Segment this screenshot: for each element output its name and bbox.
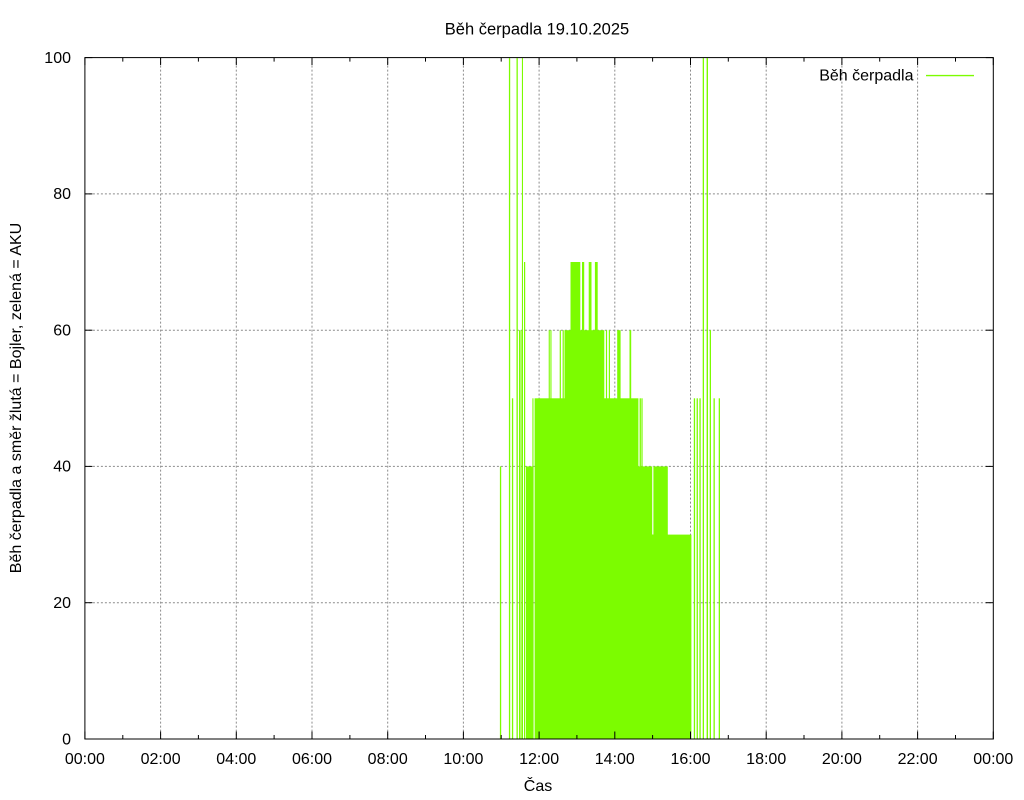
svg-text:0: 0 xyxy=(62,731,71,748)
svg-text:80: 80 xyxy=(53,186,71,203)
svg-text:12:00: 12:00 xyxy=(519,751,559,768)
svg-text:20: 20 xyxy=(53,595,71,612)
svg-text:00:00: 00:00 xyxy=(65,751,105,768)
svg-text:06:00: 06:00 xyxy=(292,751,332,768)
svg-text:40: 40 xyxy=(53,459,71,476)
svg-text:08:00: 08:00 xyxy=(368,751,408,768)
svg-text:Běh čerpadla: Běh čerpadla xyxy=(819,68,913,85)
svg-text:02:00: 02:00 xyxy=(141,751,181,768)
svg-text:14:00: 14:00 xyxy=(595,751,635,768)
svg-text:20:00: 20:00 xyxy=(822,751,862,768)
svg-text:100: 100 xyxy=(44,50,71,67)
svg-text:Běh čerpadla a směr žlutá = Bo: Běh čerpadla a směr žlutá = Bojler, zele… xyxy=(8,223,25,573)
svg-text:16:00: 16:00 xyxy=(670,751,710,768)
svg-text:04:00: 04:00 xyxy=(216,751,256,768)
svg-text:18:00: 18:00 xyxy=(746,751,786,768)
svg-text:00:00: 00:00 xyxy=(973,751,1013,768)
svg-text:Běh čerpadla 19.10.2025: Běh čerpadla 19.10.2025 xyxy=(445,21,629,39)
svg-text:22:00: 22:00 xyxy=(898,751,938,768)
svg-text:60: 60 xyxy=(53,323,71,340)
svg-text:Čas: Čas xyxy=(524,776,552,795)
svg-text:10:00: 10:00 xyxy=(443,751,483,768)
